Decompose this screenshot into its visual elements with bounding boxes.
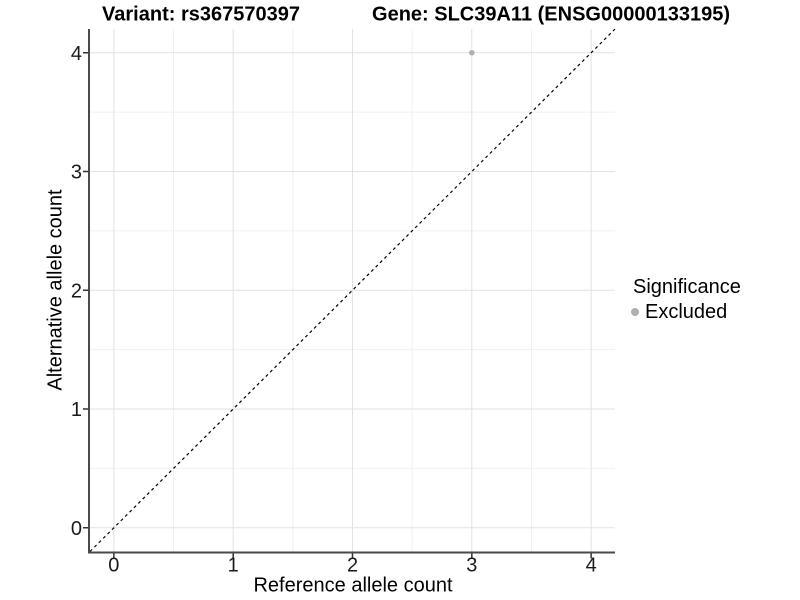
- x-tick-label: 1: [228, 555, 239, 577]
- legend-item-label: Excluded: [645, 301, 728, 323]
- y-axis-title: Alternative allele count: [44, 189, 67, 391]
- excluded-circle-icon: [631, 308, 639, 316]
- x-tick-label: 3: [466, 555, 477, 577]
- legend: Significance Excluded: [631, 275, 741, 324]
- x-tick-label: 2: [347, 555, 358, 577]
- y-tick-label: 3: [71, 162, 82, 184]
- y-tick-label: 1: [71, 399, 82, 421]
- y-tick-label: 2: [71, 280, 82, 302]
- x-tick-label: 4: [586, 555, 597, 577]
- legend-title: Significance: [633, 276, 741, 298]
- legend-item-excluded: Excluded: [631, 300, 741, 324]
- data-point: [469, 49, 475, 56]
- y-tick-label: 0: [71, 518, 82, 540]
- y-tick-label: 4: [71, 43, 82, 65]
- variant-title: Variant: rs367570397: [102, 3, 300, 26]
- gene-title: Gene: SLC39A11 (ENSG00000133195): [372, 3, 730, 26]
- x-tick-label: 0: [108, 555, 119, 577]
- x-axis-title: Reference allele count: [253, 574, 453, 597]
